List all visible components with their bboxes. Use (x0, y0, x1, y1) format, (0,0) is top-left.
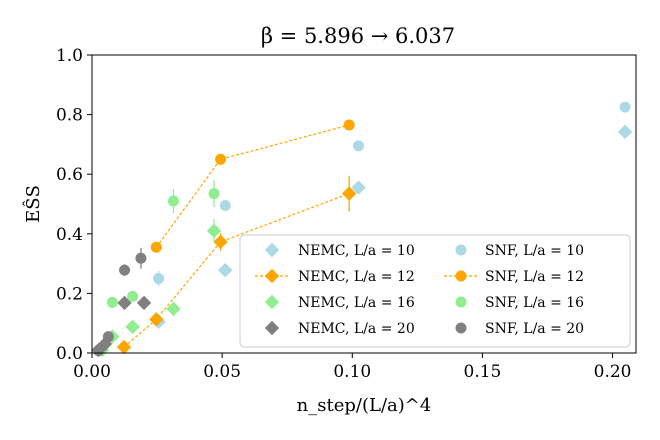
x-tick-label: 0.05 (203, 362, 241, 382)
y-tick-label: 0.4 (56, 225, 83, 245)
data-point (343, 119, 355, 131)
data-point (153, 273, 165, 284)
series-line (155, 124, 350, 248)
data-point (127, 290, 139, 302)
legend-label: SNF, L/a = 12 (485, 269, 584, 285)
y-tick-label: 0.0 (56, 344, 83, 364)
data-point (206, 223, 222, 239)
x-tick-label: 0.15 (464, 362, 502, 382)
y-axis-label: EŜS (21, 185, 44, 223)
data-point (149, 312, 164, 327)
data-point (341, 186, 357, 201)
data-point (617, 124, 633, 140)
data-point (215, 153, 227, 165)
legend-box (239, 234, 631, 348)
legend-marker (455, 270, 467, 282)
legend-marker (264, 320, 280, 336)
data-point (351, 180, 366, 195)
y-tick-label: 1.0 (56, 46, 83, 66)
legend-label: NEMC, L/a = 10 (298, 243, 415, 259)
x-tick-label: 0.10 (333, 362, 371, 382)
y-tick-label: 0.8 (56, 106, 83, 126)
data-point (106, 296, 118, 308)
x-tick-label: 0.00 (73, 362, 111, 382)
x-tick-label: 0.20 (594, 362, 632, 382)
legend-marker (264, 294, 280, 310)
legend-marker (264, 268, 280, 284)
plot-frame (91, 54, 637, 354)
legend-marker (455, 244, 467, 256)
data-point (353, 140, 365, 152)
y-tick-label: 0.2 (56, 284, 83, 304)
legend-label: NEMC, L/a = 12 (298, 269, 415, 285)
data-point (167, 195, 179, 207)
legend-label: SNF, L/a = 16 (485, 295, 584, 311)
data-point (208, 188, 220, 200)
data-point (136, 295, 152, 311)
data-point (135, 252, 147, 264)
y-tick-label: 0.6 (56, 165, 83, 185)
legend-label: NEMC, L/a = 20 (298, 321, 415, 337)
data-point (93, 345, 105, 357)
data-point (619, 101, 631, 113)
data-point (150, 241, 162, 253)
data-point (218, 262, 233, 278)
axes: 0.00 0.05 0.10 0.15 0.20 0.0 0.2 0.4 0.6 0.8 1.0 (56, 46, 632, 382)
legend-label: SNF, L/a = 20 (485, 321, 584, 337)
data-point (166, 301, 181, 317)
legend-marker (455, 322, 467, 334)
x-axis-label: n_step/(L/a)^4 (297, 395, 432, 416)
chart-title: β = 5.896 → 6.037 (261, 24, 455, 48)
data-point (219, 199, 231, 211)
data-point (116, 339, 132, 355)
legend-marker (455, 296, 467, 308)
data-point (125, 319, 140, 334)
legend-marker (264, 242, 280, 258)
series-line (123, 193, 350, 348)
data-point (119, 264, 131, 276)
data-point (213, 234, 228, 250)
data-point (102, 331, 114, 343)
legend-label: SNF, L/a = 10 (485, 243, 584, 259)
legend: NEMC, L/a = 10 NEMC, L/a = 12 NEMC, L/a = … (239, 234, 631, 348)
legend-label: NEMC, L/a = 16 (298, 295, 415, 311)
